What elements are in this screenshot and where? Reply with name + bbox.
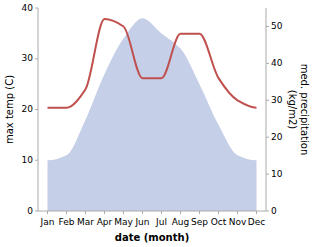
y-tick [35,8,38,9]
y2-tick-label: 0 [271,206,277,216]
x-tick [199,211,200,214]
y2-axis-label-group: med. precipitation(kg/m2) [287,64,310,156]
chart: Jan FebMarAprMayJun Jul AugSepOctNovDec 0 10 2… [0,0,318,247]
x-tick-label: Mar [77,217,94,227]
y-tick [35,160,38,161]
y-tick-label: 40 [22,3,34,13]
x-tick [218,211,219,214]
y2-tick [266,63,269,64]
y2-tick [266,26,269,27]
x-tick-label: Aug [172,217,190,227]
x-tick [161,211,162,214]
y2-tick-label: 10 [271,169,283,179]
y-axis-label: max temp (C) [4,75,15,144]
y2-tick [266,137,269,138]
x-tick [104,211,105,214]
y2-tick-label: 40 [271,58,283,68]
x-tick-label: Feb [59,217,75,227]
y-tick-label: 20 [22,104,34,114]
x-tick [66,211,67,214]
y-tick-label: 0 [27,206,33,216]
x-tick [180,211,181,214]
y-axis-label-group: max temp (C) [4,75,15,144]
x-tick [237,211,238,214]
x-tick [47,211,48,214]
plot-area [48,18,257,211]
x-tick [256,211,257,214]
x-tick-label: Sep [191,217,208,227]
y-tick-label: 30 [22,53,34,63]
x-tick-label: Nov [229,217,247,227]
x-tick-label: Jul [155,217,167,227]
x-tick [123,211,124,214]
temperature-area [48,18,257,211]
y2-axis-label: med. precipitation [299,64,310,156]
x-tick-label: Jun [134,217,149,227]
y2-tick [266,100,269,101]
y2-tick [266,174,269,175]
y-tick [35,58,38,59]
y2-tick-label: 50 [271,21,283,31]
x-tick-label: Apr [97,217,113,227]
y-tick [35,211,38,212]
x-tick-label: Oct [211,217,227,227]
x-tick [142,211,143,214]
y2-tick-label: 20 [271,132,283,142]
x-tick-label: May [114,217,133,227]
y2-axis-label: (kg/m2) [287,90,298,130]
y-tick-label: 10 [22,155,34,165]
x-tick-label: Jan [40,217,55,227]
y-tick [35,109,38,110]
x-axis-label-group: date (month) [115,232,189,243]
y2-axis-line [266,8,267,211]
x-tick [85,211,86,214]
precipitation-line [48,19,257,108]
x-axis-line [38,211,266,212]
y2-tick [266,211,269,212]
y2-tick-label: 30 [271,95,283,105]
x-tick-label: Dec [248,217,265,227]
x-axis-label: date (month) [115,232,189,243]
